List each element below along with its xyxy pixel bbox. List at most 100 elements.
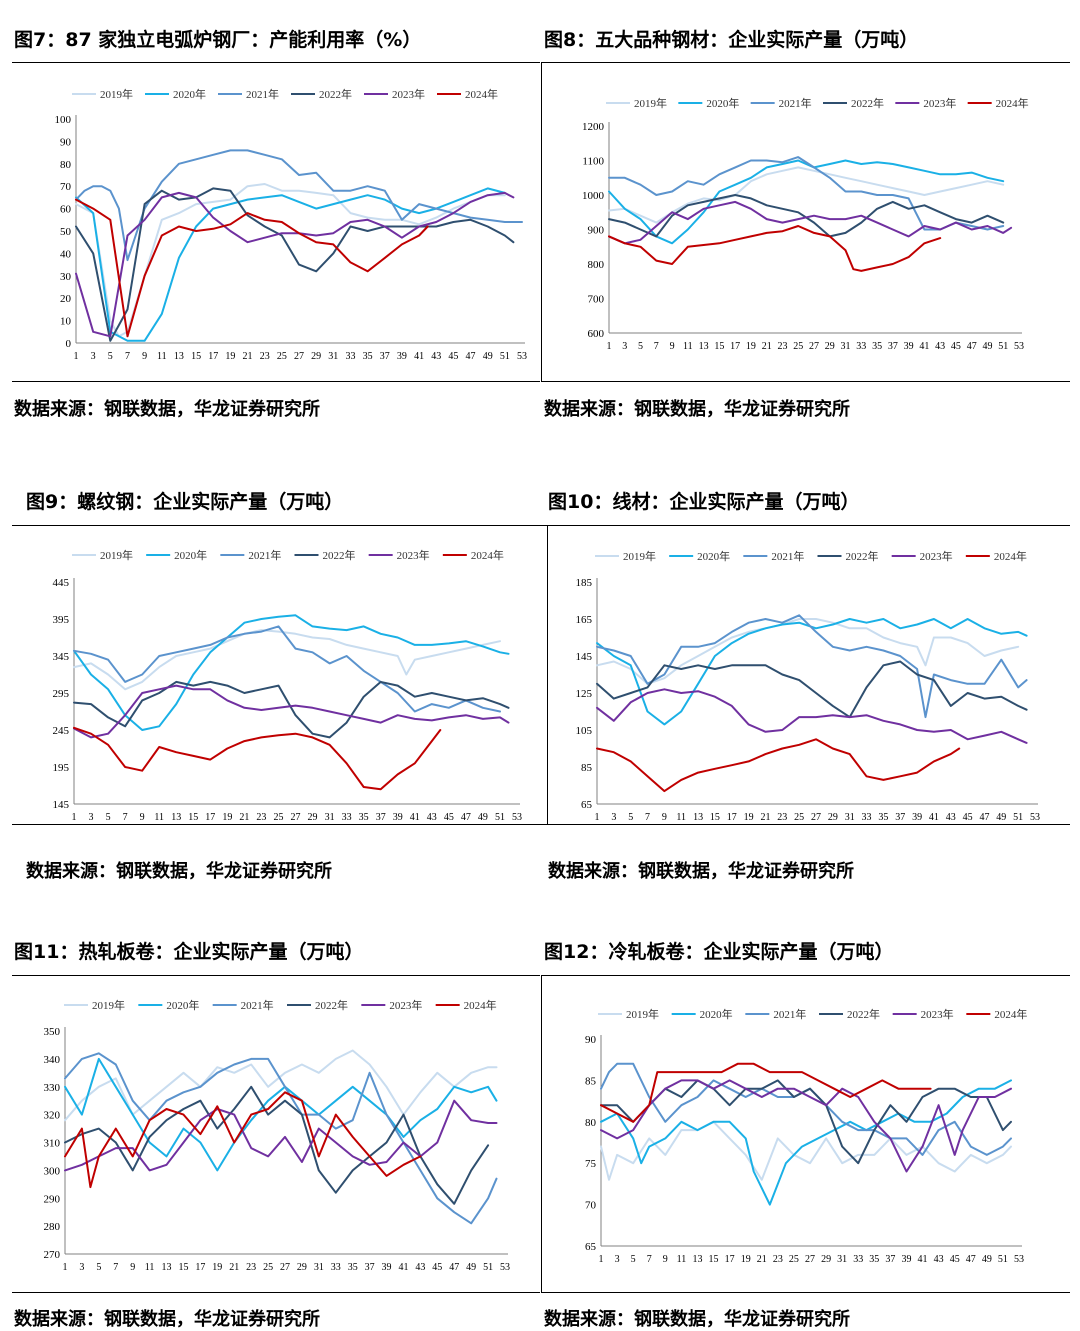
panel-divider — [541, 62, 542, 382]
panel-divider — [547, 525, 548, 825]
chart-title: 图9：螺纹钢：企业实际产量（万吨） — [26, 491, 344, 513]
x-tick-label: 35 — [872, 341, 882, 352]
x-tick-label: 37 — [885, 1254, 895, 1265]
x-tick-label: 43 — [946, 812, 956, 823]
x-tick-label: 13 — [174, 351, 184, 362]
x-tick-label: 45 — [432, 1262, 442, 1273]
x-tick-label: 39 — [382, 1262, 392, 1273]
x-tick-label: 51 — [495, 812, 505, 823]
chart-frame: 145 195 245 295 345 395 445 1 3 5 7 9 11 13 15 17 19 21 23… — [12, 525, 547, 825]
legend-label: 2022年 — [323, 548, 356, 562]
legend-label: 2023年 — [389, 998, 422, 1012]
x-tick-label: 25 — [789, 1254, 799, 1265]
x-tick-label: 51 — [483, 1262, 493, 1273]
x-tick-label: 31 — [328, 351, 338, 362]
x-tick-label: 1 — [595, 812, 600, 823]
x-tick-label: 11 — [157, 351, 167, 362]
chart-title: 图12：冷轧板卷：企业实际产量（万吨） — [544, 941, 894, 963]
x-tick-label: 53 — [517, 351, 527, 362]
chart-frame: 600 700 800 900 1000 1100 1200 1 3 5 7 9 11 13 15 17 19 2… — [541, 62, 1070, 382]
x-tick-label: 9 — [663, 1254, 668, 1265]
x-tick-label: 31 — [325, 812, 335, 823]
x-tick-label: 39 — [393, 812, 403, 823]
x-tick-label: 27 — [294, 351, 304, 362]
x-tick-label: 33 — [862, 812, 872, 823]
x-tick-label: 49 — [982, 1254, 992, 1265]
x-tick-label: 41 — [919, 341, 929, 352]
x-tick-label: 21 — [243, 351, 253, 362]
y-tick-label: 245 — [53, 725, 70, 737]
legend-label: 2022年 — [315, 998, 348, 1012]
y-tick-label: 800 — [588, 259, 605, 271]
x-tick-label: 43 — [415, 1262, 425, 1273]
x-tick-label: 9 — [142, 351, 147, 362]
x-tick-label: 45 — [444, 812, 454, 823]
x-tick-label: 53 — [1014, 341, 1024, 352]
series-line-2019年 — [608, 166, 1005, 224]
legend-label: 2024年 — [464, 998, 497, 1012]
x-tick-label: 27 — [291, 812, 301, 823]
x-tick-label: 15 — [178, 1262, 188, 1273]
y-tick-label: 65 — [581, 799, 593, 811]
x-tick-label: 31 — [314, 1262, 324, 1273]
chart-frame: 0 10 20 30 40 50 60 70 80 90 100 1 3 5 7 9 11 13 15 17 19 21 2… — [12, 62, 540, 382]
y-tick-label: 900 — [588, 225, 605, 237]
x-tick-label: 7 — [125, 351, 130, 362]
x-tick-label: 47 — [967, 341, 977, 352]
x-tick-label: 51 — [998, 341, 1008, 352]
series-line-2023年 — [600, 1079, 1012, 1173]
x-tick-label: 37 — [895, 812, 905, 823]
x-tick-label: 29 — [821, 1254, 831, 1265]
y-tick-label: 145 — [576, 651, 593, 663]
y-tick-label: 330 — [44, 1082, 61, 1094]
x-tick-label: 17 — [205, 812, 215, 823]
y-tick-label: 345 — [53, 651, 70, 663]
x-tick-label: 17 — [725, 1254, 735, 1265]
x-tick-label: 33 — [853, 1254, 863, 1265]
y-tick-label: 1200 — [582, 121, 605, 133]
legend-label: 2022年 — [846, 549, 879, 563]
series-line-2019年 — [64, 1049, 498, 1122]
x-tick-label: 7 — [113, 1262, 118, 1273]
series-line-2023年 — [75, 191, 515, 338]
x-tick-label: 37 — [365, 1262, 375, 1273]
legend-label: 2021年 — [246, 87, 279, 101]
y-tick-label: 20 — [60, 293, 72, 305]
legend-label: 2020年 — [706, 96, 739, 110]
x-tick-label: 27 — [811, 812, 821, 823]
x-tick-label: 5 — [638, 341, 643, 352]
x-tick-label: 39 — [901, 1254, 911, 1265]
source-note: 数据来源：钢联数据，华龙证券研究所 — [14, 1309, 320, 1330]
x-tick-label: 47 — [461, 812, 471, 823]
x-tick-label: 51 — [1013, 812, 1023, 823]
x-tick-label: 1 — [599, 1254, 604, 1265]
series-line-2021年 — [75, 149, 523, 262]
y-tick-label: 50 — [60, 226, 72, 238]
x-tick-label: 5 — [96, 1262, 101, 1273]
x-tick-label: 23 — [256, 812, 266, 823]
x-tick-label: 45 — [951, 341, 961, 352]
legend-label: 2022年 — [851, 96, 884, 110]
chart-frame: 65 85 105 125 145 165 185 1 3 5 7 9 11 13 15 17 19 21 23 25… — [547, 525, 1070, 825]
x-tick-label: 19 — [222, 812, 232, 823]
x-tick-label: 37 — [380, 351, 390, 362]
y-tick-label: 310 — [44, 1138, 61, 1150]
x-tick-label: 1 — [72, 812, 77, 823]
y-tick-label: 145 — [53, 799, 70, 811]
chart-title: 图7：87 家独立电弧炉钢厂：产能利用率（%） — [14, 29, 422, 51]
x-tick-label: 19 — [212, 1262, 222, 1273]
x-tick-label: 5 — [631, 1254, 636, 1265]
x-tick-label: 27 — [280, 1262, 290, 1273]
legend-label: 2024年 — [465, 87, 498, 101]
x-tick-label: 21 — [239, 812, 249, 823]
series-line-2021年 — [64, 1052, 498, 1225]
y-tick-label: 300 — [44, 1165, 61, 1177]
x-tick-label: 41 — [410, 812, 420, 823]
series-line-2022年 — [73, 680, 510, 739]
y-tick-label: 85 — [585, 1075, 597, 1087]
x-tick-label: 1 — [74, 351, 79, 362]
series-line-2022年 — [64, 1085, 490, 1205]
series-line-2022年 — [600, 1079, 1012, 1165]
